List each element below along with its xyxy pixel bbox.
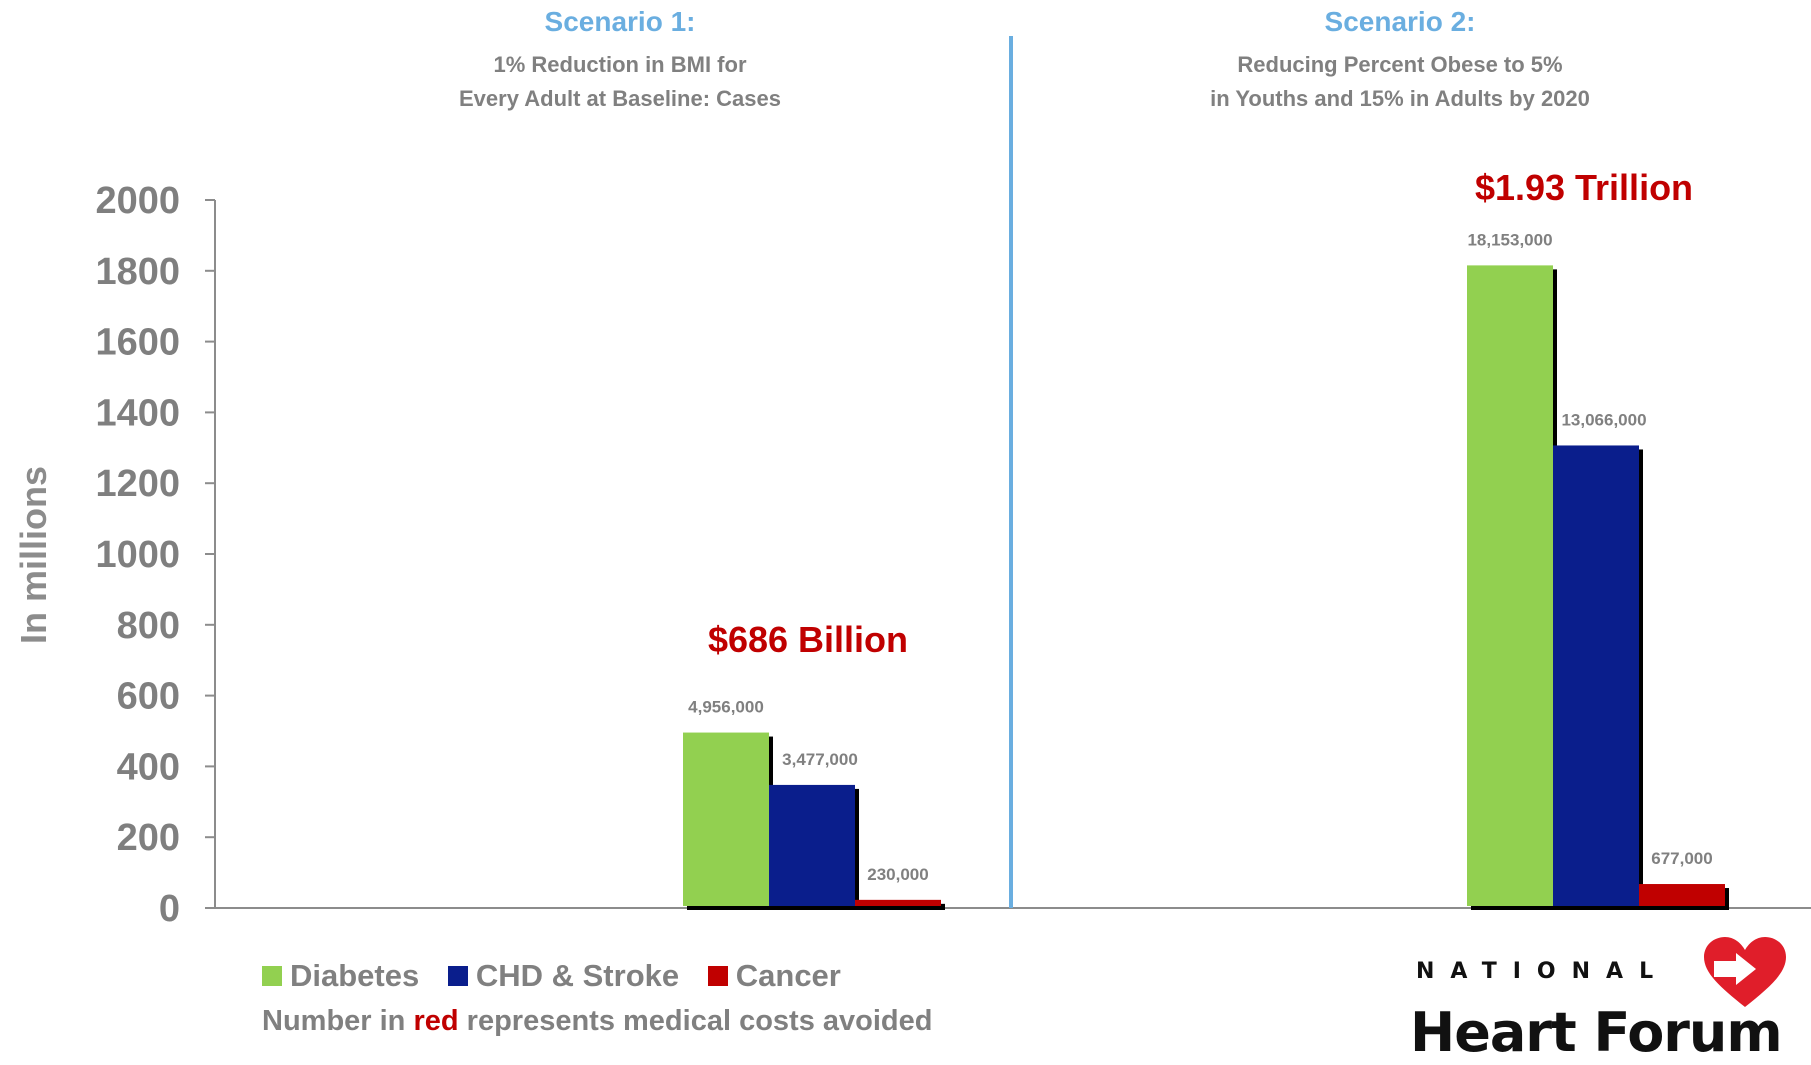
- bar-cancer-1: [855, 899, 941, 906]
- y-tick-label: 2000: [95, 180, 180, 222]
- legend-swatch-chd-stroke: [447, 966, 468, 986]
- y-axis-label: In millions: [13, 466, 54, 644]
- bar-chd-stroke-2: [1553, 445, 1639, 906]
- note-red-word: red: [413, 1005, 459, 1037]
- bar-chd-stroke-1: [769, 784, 855, 906]
- bar-chart: 0 200 400 600 800 1000 1200 1400 1600 1800 2000 In …: [13, 36, 1811, 930]
- data-label: 18,153,000: [1467, 230, 1552, 249]
- bar-diabetes-1: [683, 732, 769, 906]
- data-label: 677,000: [1651, 849, 1712, 868]
- legend-label-chd-stroke: CHD & Stroke: [475, 958, 680, 993]
- y-tick-label: 1600: [95, 322, 180, 364]
- heart-logo-icon: [1704, 937, 1786, 1007]
- y-tick-label: 1400: [95, 392, 180, 434]
- legend-swatch-diabetes: [262, 966, 282, 986]
- data-label: 230,000: [867, 865, 928, 884]
- legend-note: Number in red represents medical costs a…: [262, 1005, 932, 1038]
- scenario1-title: Scenario 1:: [544, 6, 696, 37]
- scenario2-subtitle: Reducing Percent Obese to 5% in Youths a…: [1210, 52, 1590, 111]
- scenario2-title: Scenario 2:: [1324, 6, 1476, 37]
- y-tick-label: 800: [117, 605, 180, 647]
- bar-shadow: [859, 903, 945, 910]
- data-label: 3,477,000: [782, 750, 858, 769]
- cost-annotation: $1.93 Trillion: [1475, 167, 1693, 208]
- national-heart-forum-logo: NATIONAL Heart Forum: [1410, 935, 1810, 1065]
- legend-item-diabetes: Diabetes: [262, 958, 419, 994]
- y-tick-label: 1200: [95, 463, 180, 505]
- data-label: 4,956,000: [688, 698, 764, 717]
- note-suffix: represents medical costs avoided: [458, 1005, 933, 1037]
- logo-national-text: NATIONAL: [1416, 959, 1670, 984]
- y-tick-label: 600: [117, 676, 180, 718]
- y-tick-label: 400: [117, 746, 180, 788]
- y-tick-label: 0: [159, 888, 180, 930]
- legend-item-chd-stroke: CHD & Stroke: [447, 958, 680, 994]
- legend-swatch-cancer: [707, 966, 728, 986]
- cost-annotation: $686 Billion: [708, 619, 908, 660]
- legend: Diabetes CHD & Stroke Cancer: [262, 958, 861, 994]
- note-prefix: Number in: [262, 1005, 414, 1037]
- y-tick-label: 1800: [95, 251, 180, 293]
- logo-heart-forum-text: Heart Forum: [1410, 1001, 1783, 1064]
- bar-cancer-2: [1639, 884, 1725, 906]
- bar-diabetes-2: [1467, 265, 1553, 906]
- scenario1-subtitle: 1% Reduction in BMI for Every Adult at B…: [459, 52, 781, 111]
- y-tick-label: 200: [117, 817, 180, 859]
- legend-label-diabetes: Diabetes: [290, 958, 420, 993]
- y-tick-label: 1000: [95, 534, 180, 576]
- legend-item-cancer: Cancer: [707, 958, 841, 994]
- legend-label-cancer: Cancer: [735, 958, 841, 993]
- data-label: 13,066,000: [1561, 410, 1646, 429]
